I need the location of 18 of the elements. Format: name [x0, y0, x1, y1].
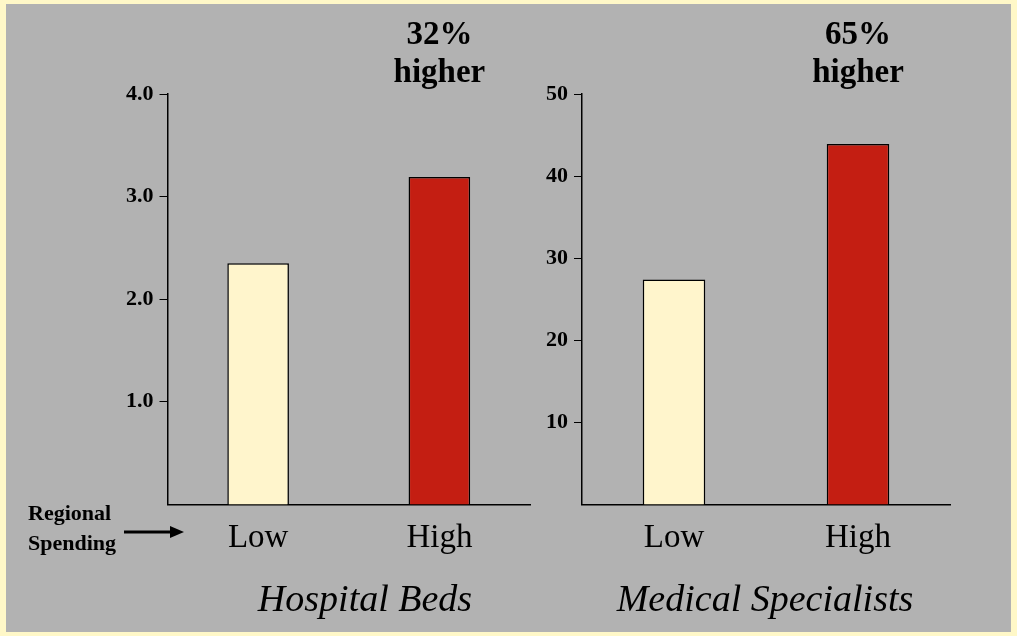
y-tick-label: 3.0 [126, 182, 154, 208]
y-tick-label: 4.0 [126, 79, 154, 105]
x-tick-label: High [825, 517, 892, 554]
text: 32% higher [392, 14, 487, 90]
text: 65% higher [811, 14, 905, 90]
y-tick-label: 50 [546, 79, 568, 105]
x-tick-label: Low [643, 517, 705, 554]
y-tick-label: 2.0 [126, 284, 154, 310]
x-tick-label: Low [227, 517, 289, 554]
y-tick-label: 30 [546, 243, 568, 269]
text: Regional Spending [28, 499, 118, 558]
y-tick-label: 40 [546, 161, 568, 187]
y-tick-label: 20 [546, 325, 568, 351]
x-axis-title: Medical Specialists [615, 576, 915, 620]
y-tick-label: 1.0 [126, 387, 154, 413]
x-axis-title: Hospital Beds [256, 576, 474, 620]
x-tick-label: High [406, 517, 473, 554]
y-tick-label: 10 [546, 408, 568, 434]
